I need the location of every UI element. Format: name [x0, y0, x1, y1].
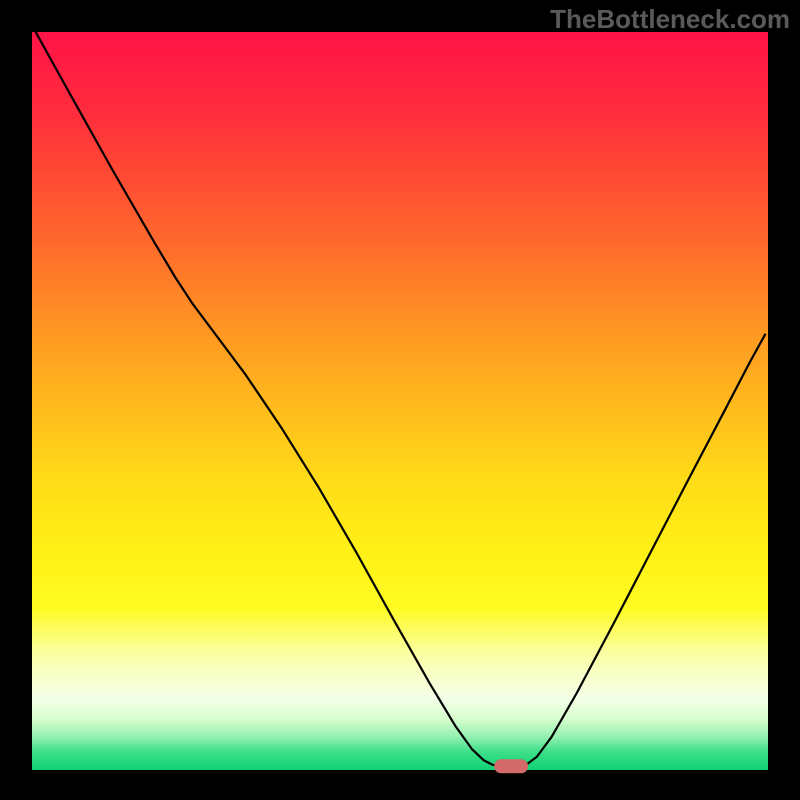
chart-frame: TheBottleneck.com — [0, 0, 800, 800]
optimal-point-marker — [494, 759, 528, 773]
gradient-background — [32, 32, 768, 770]
watermark-text: TheBottleneck.com — [550, 4, 790, 35]
bottleneck-chart — [0, 0, 800, 800]
